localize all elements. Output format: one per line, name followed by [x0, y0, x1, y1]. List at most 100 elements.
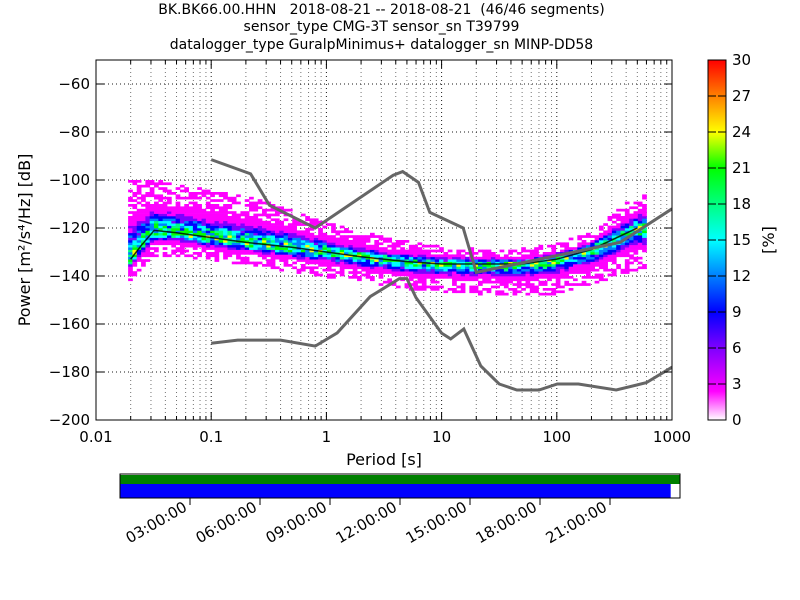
- psd-bin: [158, 220, 164, 224]
- psd-bin: [201, 220, 207, 224]
- psd-bin: [361, 240, 367, 243]
- psd-bin: [521, 259, 526, 262]
- psd-bin: [231, 247, 237, 250]
- psd-bin: [141, 196, 146, 200]
- psd-bin: [192, 204, 198, 207]
- psd-bin: [598, 278, 604, 282]
- psd-bin: [529, 266, 535, 270]
- psd-bin: [603, 235, 608, 238]
- psd-bin: [482, 278, 488, 282]
- psd-bin: [521, 256, 526, 260]
- psd-bin: [590, 242, 596, 246]
- psd-bin: [611, 235, 617, 238]
- psd-bin: [201, 249, 207, 253]
- psd-bin: [352, 247, 358, 250]
- psd-bin: [339, 268, 345, 272]
- psd-bin: [637, 256, 643, 260]
- psd-bin: [629, 254, 634, 258]
- psd-bin: [279, 228, 285, 231]
- psd-bin: [577, 259, 583, 262]
- psd-bin: [253, 225, 259, 229]
- psd-bin: [395, 256, 401, 260]
- psd-bin: [534, 247, 539, 250]
- psd-bin: [322, 232, 328, 236]
- psd-bin: [512, 276, 518, 279]
- psd-bin: [214, 218, 220, 222]
- psd-bin: [408, 273, 414, 277]
- psd-bin: [413, 268, 418, 272]
- psd-bin: [495, 292, 500, 296]
- psd-bin: [283, 242, 289, 246]
- psd-bin: [214, 252, 220, 255]
- psd-bin: [244, 240, 250, 243]
- psd-bin: [426, 268, 431, 272]
- psd-bin: [266, 264, 272, 267]
- psd-bin: [443, 264, 449, 267]
- psd-bin: [253, 230, 259, 234]
- psd-bin: [616, 218, 621, 222]
- y-tick-label: −200: [49, 411, 90, 429]
- psd-bin: [296, 271, 302, 274]
- psd-bin: [620, 254, 626, 258]
- psd-bin: [313, 256, 319, 260]
- psd-bin: [141, 252, 146, 255]
- psd-bin: [249, 201, 254, 205]
- psd-bin: [175, 249, 181, 253]
- psd-bin: [573, 256, 578, 260]
- psd-bin: [158, 232, 164, 236]
- psd-bin: [227, 249, 233, 253]
- psd-bin: [495, 259, 500, 262]
- psd-bin: [508, 268, 513, 272]
- psd-bin: [145, 244, 151, 248]
- psd-bin: [624, 223, 630, 226]
- psd-bin: [538, 244, 544, 248]
- y-tick-label: −120: [49, 219, 90, 237]
- psd-bin: [240, 230, 246, 234]
- time-tick-label: 15:00:00: [403, 498, 470, 547]
- psd-bin: [624, 264, 630, 267]
- psd-bin: [525, 249, 531, 253]
- time-tick-label: 09:00:00: [263, 498, 330, 547]
- psd-bin: [344, 254, 349, 258]
- psd-bin: [482, 276, 488, 279]
- psd-bin: [201, 247, 207, 250]
- psd-bin: [577, 237, 583, 241]
- psd-bin: [331, 273, 336, 277]
- psd-bin: [292, 254, 297, 258]
- psd-bin: [624, 268, 630, 272]
- psd-bin: [132, 230, 138, 234]
- psd-bin: [205, 230, 211, 234]
- psd-bin: [499, 271, 505, 274]
- psd-bin: [305, 259, 310, 262]
- psd-bin: [128, 218, 133, 222]
- psd-bin: [529, 264, 535, 267]
- colorbar-tick-label: 18: [732, 195, 751, 213]
- psd-bin: [374, 244, 380, 248]
- psd-bin: [201, 228, 207, 231]
- psd-bin: [516, 271, 522, 274]
- psd-bin: [166, 182, 172, 186]
- psd-bin: [512, 268, 518, 272]
- psd-bin: [309, 256, 315, 260]
- psd-bin: [300, 235, 306, 238]
- psd-bin: [188, 220, 194, 224]
- psd-bin: [525, 285, 531, 289]
- psd-bin: [564, 242, 570, 246]
- psd-bin: [624, 242, 630, 246]
- psd-bin: [188, 225, 194, 229]
- psd-bin: [378, 273, 384, 277]
- psd-bin: [598, 237, 604, 241]
- psd-bin: [244, 261, 250, 265]
- psd-bin: [417, 285, 423, 289]
- psd-bin: [149, 225, 155, 229]
- psd-bin: [465, 273, 470, 277]
- psd-bin: [339, 240, 345, 243]
- psd-bin: [257, 223, 263, 226]
- psd-bin: [387, 261, 392, 265]
- psd-bin: [339, 261, 345, 265]
- psd-bin: [149, 235, 155, 238]
- psd-bin: [603, 256, 608, 260]
- psd-bin: [400, 256, 405, 260]
- psd-bin: [244, 225, 250, 229]
- psd-bin: [339, 235, 345, 238]
